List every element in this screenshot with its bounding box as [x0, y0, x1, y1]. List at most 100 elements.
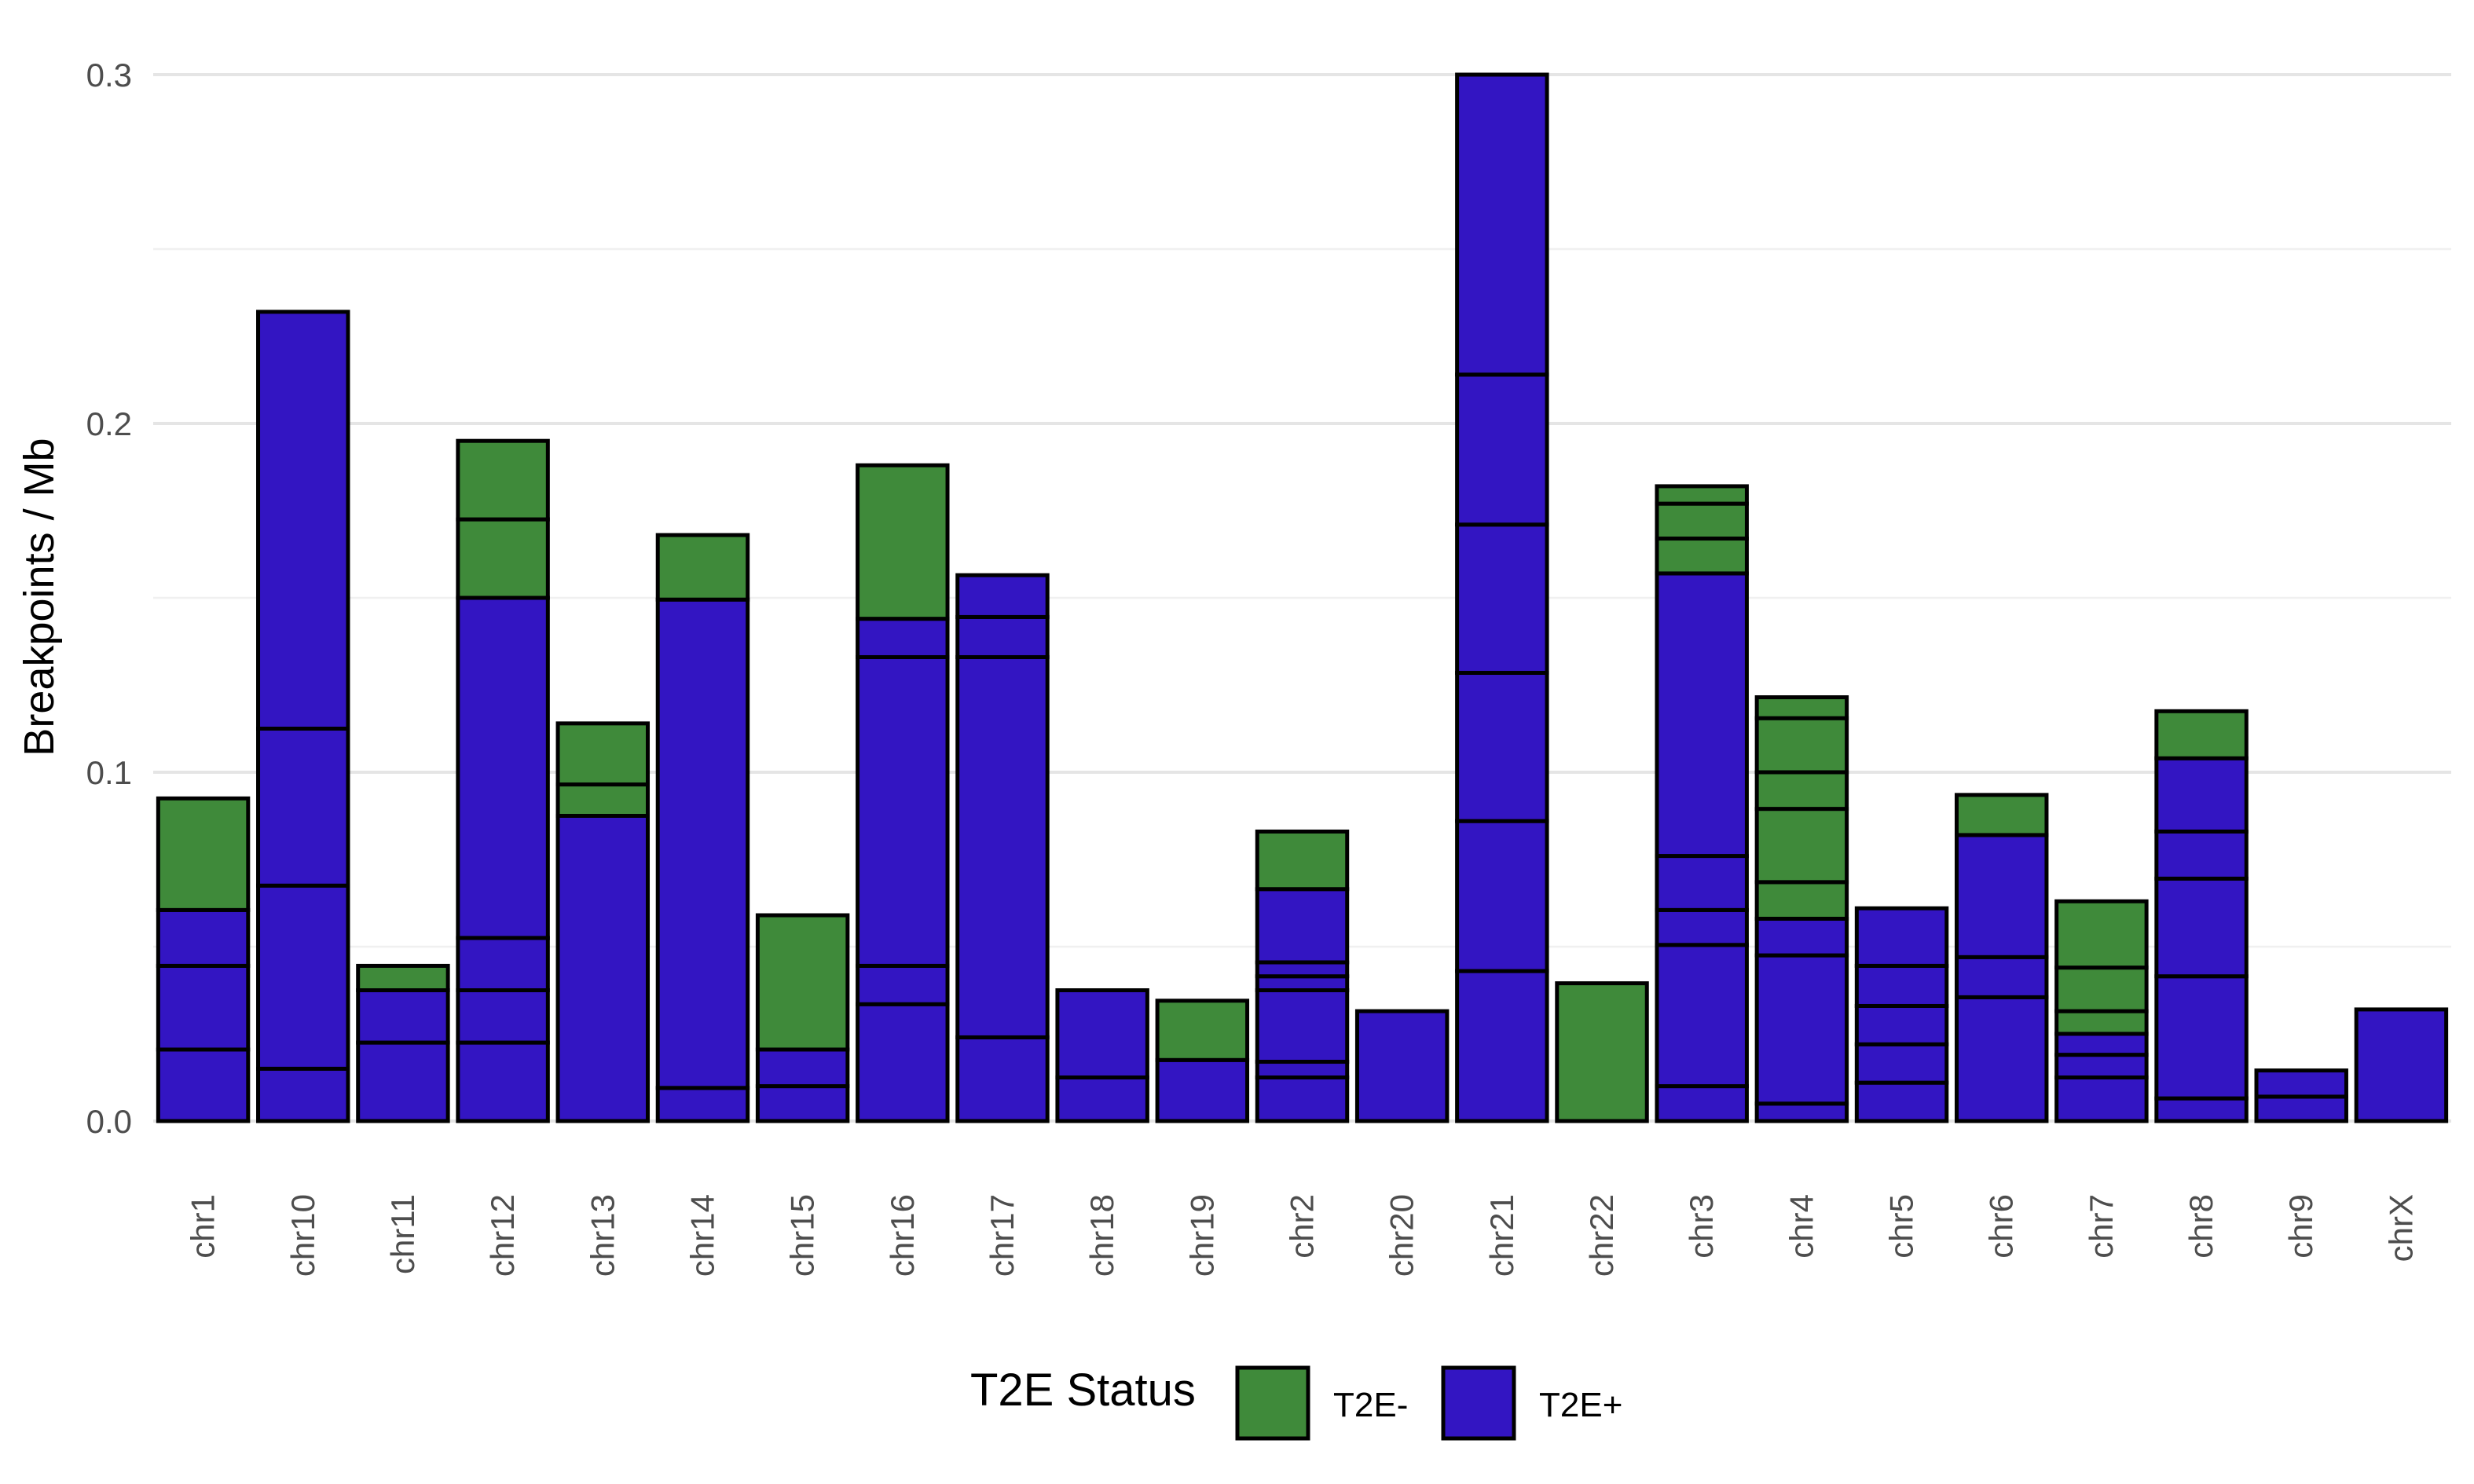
bar-segment-t2e-neg [1255, 829, 1350, 892]
y-axis-ticks: 0.0 0.1 0.2 0.3 [86, 57, 132, 1140]
bar-segment-t2e-pos [1954, 995, 2049, 1123]
bar-segment-t2e-pos [156, 907, 251, 968]
x-tick-label: chr7 [2083, 1194, 2120, 1259]
bar-segment-t2e-pos [2154, 876, 2249, 979]
bar-segment-t2e-pos [256, 310, 350, 731]
bar-segment-t2e-pos [1754, 1101, 1849, 1123]
bar-stack-chr12 [456, 438, 550, 1123]
bar-segment-t2e-pos [1255, 960, 1350, 979]
bar-segment-t2e-neg [1655, 501, 1749, 541]
x-tick-label: chr5 [1883, 1194, 1920, 1259]
bar-segment-t2e-pos [2054, 1031, 2149, 1057]
bar-segment-t2e-pos [856, 617, 950, 659]
bars [156, 72, 2449, 1123]
bar-segment-t2e-neg [2054, 1009, 2149, 1036]
bar-segment-t2e-pos [856, 963, 950, 1006]
bar-segment-t2e-pos [1655, 1084, 1749, 1123]
bar-segment-t2e-pos [456, 1040, 550, 1123]
bar-segment-t2e-neg [1754, 807, 1849, 885]
bar-segment-t2e-neg [1155, 998, 1250, 1062]
x-tick-label: chr20 [1384, 1194, 1420, 1277]
bar-segment-t2e-pos [755, 1047, 850, 1089]
bar-stack-chr11 [356, 963, 450, 1123]
bar-segment-t2e-pos [2154, 1096, 2249, 1123]
bar-segment-t2e-pos [1354, 1009, 1450, 1123]
bar-segment-t2e-neg [1655, 484, 1749, 506]
bar-segment-t2e-neg [1754, 716, 1849, 775]
bar-stack-chr18 [1055, 988, 1149, 1123]
bar-segment-t2e-pos [1255, 974, 1350, 992]
bar-stack-chr13 [555, 721, 651, 1123]
bar-segment-t2e-neg [856, 463, 950, 621]
x-tick-label: chr11 [384, 1194, 421, 1274]
bar-segment-t2e-neg [1954, 793, 2049, 837]
bar-stack-chr20 [1354, 1009, 1450, 1123]
bar-segment-t2e-pos [1255, 988, 1350, 1064]
bar-segment-t2e-pos [2254, 1068, 2348, 1099]
bar-segment-t2e-pos [256, 883, 350, 1071]
bar-stack-chr8 [2154, 709, 2249, 1123]
bar-segment-t2e-neg [555, 721, 651, 787]
bar-stack-chr5 [1854, 906, 1949, 1123]
x-tick-label: chr2 [1284, 1194, 1321, 1259]
bar-segment-t2e-pos [1754, 916, 1849, 958]
bar-segment-t2e-pos [955, 654, 1050, 1039]
bar-segment-t2e-pos [1455, 670, 1549, 823]
x-tick-label: chr8 [2183, 1194, 2219, 1259]
bar-segment-t2e-pos [256, 1066, 350, 1123]
bar-segment-t2e-neg [2154, 709, 2249, 760]
x-tick-label: chr13 [584, 1194, 621, 1277]
bar-stack-chr19 [1155, 998, 1250, 1123]
x-tick-label: chr22 [1583, 1194, 1620, 1277]
bar-segment-t2e-neg [1754, 880, 1849, 921]
bar-stack-chr9 [2254, 1068, 2348, 1123]
legend: T2E Status T2E- T2E+ [970, 1365, 1622, 1441]
y-tick-label: 0.1 [86, 754, 132, 791]
bar-segment-t2e-pos [655, 1086, 750, 1123]
bar-stack-chr10 [256, 310, 350, 1123]
legend-label-t2e-pos: T2E+ [1539, 1386, 1622, 1424]
bar-segment-t2e-pos [1455, 819, 1549, 973]
bar-segment-t2e-pos [955, 614, 1050, 659]
x-tick-label: chr1 [185, 1194, 222, 1259]
y-tick-label: 0.0 [86, 1103, 132, 1140]
bar-stack-chr14 [655, 533, 750, 1123]
bar-stack-chr21 [1455, 72, 1549, 1123]
bar-segment-t2e-pos [655, 597, 750, 1090]
bar-stack-chrX [2354, 1007, 2449, 1123]
bar-stack-chr17 [955, 573, 1050, 1123]
bar-segment-t2e-neg [1754, 695, 1849, 720]
bar-segment-t2e-pos [456, 988, 550, 1045]
bar-stack-chr15 [755, 913, 850, 1123]
legend-label-t2e-neg: T2E- [1333, 1386, 1408, 1424]
x-tick-label: chr3 [1683, 1194, 1720, 1259]
bar-segment-t2e-pos [2054, 1075, 2149, 1123]
bar-segment-t2e-neg [456, 438, 550, 522]
bar-segment-t2e-pos [1255, 1060, 1350, 1080]
bar-segment-t2e-pos [856, 1002, 950, 1123]
bar-segment-t2e-neg [2054, 899, 2149, 970]
bar-segment-t2e-pos [1155, 1057, 1250, 1123]
legend-title: T2E Status [970, 1365, 1196, 1416]
bar-segment-t2e-pos [2154, 756, 2249, 834]
bar-segment-t2e-pos [2254, 1094, 2348, 1123]
bar-stack-chr4 [1754, 695, 1849, 1123]
legend-key-t2e-neg [1235, 1365, 1310, 1441]
bar-segment-t2e-neg [356, 963, 450, 993]
bar-segment-t2e-pos [1655, 943, 1749, 1089]
bar-segment-t2e-pos [1055, 988, 1149, 1079]
bar-segment-t2e-pos [755, 1084, 850, 1123]
bar-segment-t2e-pos [1055, 1075, 1149, 1123]
bar-segment-t2e-neg [1655, 537, 1749, 576]
bar-segment-t2e-neg [1754, 770, 1849, 812]
bar-segment-t2e-pos [955, 573, 1050, 619]
bar-segment-t2e-pos [1455, 72, 1549, 377]
bar-segment-t2e-pos [1854, 1042, 1949, 1085]
y-tick-label: 0.2 [86, 405, 132, 442]
bar-segment-t2e-pos [1655, 907, 1749, 947]
bar-segment-t2e-pos [2154, 974, 2249, 1101]
x-tick-label: chr16 [884, 1194, 921, 1277]
x-tick-label: chr10 [284, 1194, 321, 1277]
bar-segment-t2e-pos [555, 814, 651, 1123]
